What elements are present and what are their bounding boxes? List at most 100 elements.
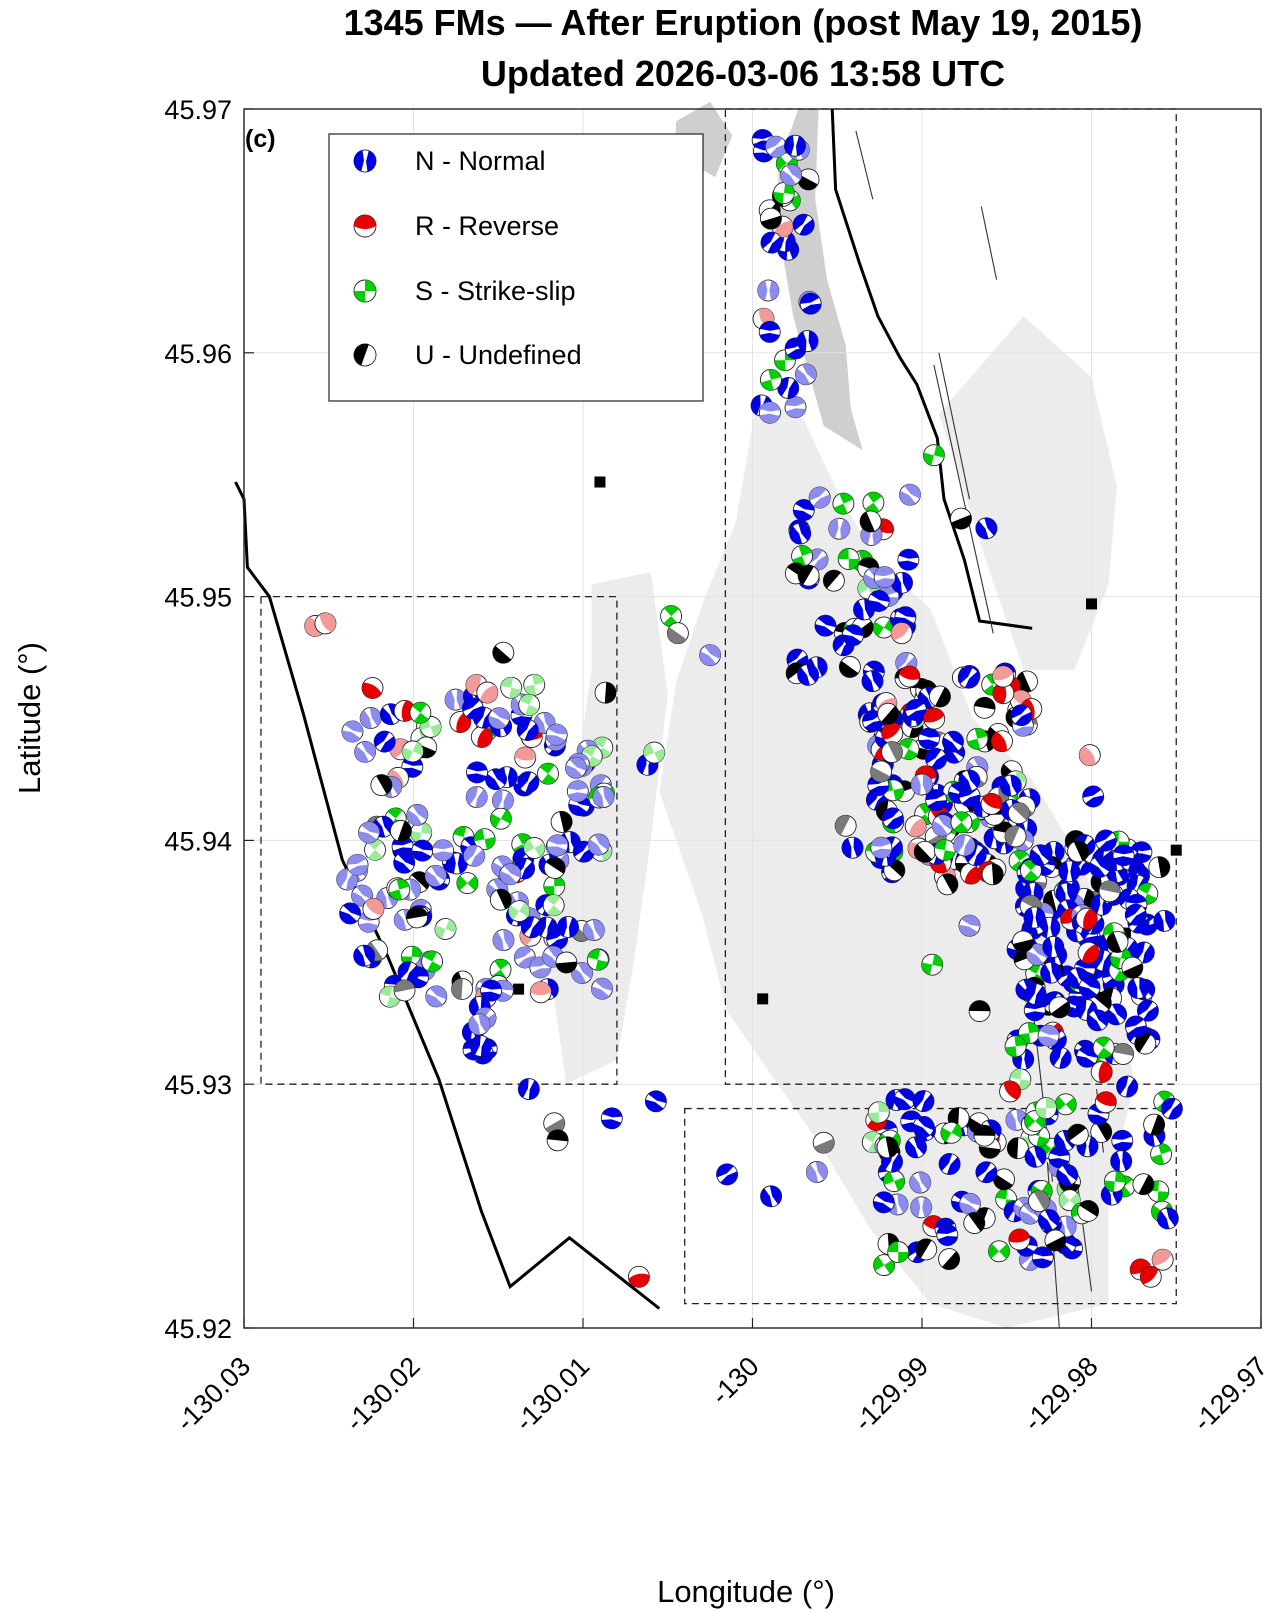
beachball-quadrant [490, 809, 512, 828]
beachball-quadrant [1056, 1164, 1078, 1186]
focal-mechanism-west-cluster [410, 821, 433, 844]
focal-mechanism-rift-lower [1086, 1009, 1109, 1032]
beachball-quadrant [521, 916, 543, 938]
focal-mechanism-rift-middle [913, 840, 936, 863]
focal-mechanism-rift-middle [958, 785, 981, 808]
beachball-quadrant [1024, 1146, 1047, 1168]
beachball-quadrant [543, 875, 565, 897]
beachball-quadrant [411, 840, 433, 862]
focal-mechanism-rift-lower [1012, 930, 1034, 953]
focal-mechanism [643, 741, 666, 764]
beachball-quadrant [835, 815, 851, 836]
focal-mechanism-rift-lower [1098, 880, 1121, 903]
focal-mechanism-rift-upper [822, 569, 845, 592]
focal-mechanism-west-cluster [565, 756, 587, 779]
focal-mechanism-south-cluster [938, 1153, 961, 1175]
focal-mechanism [958, 914, 981, 937]
beachball-quadrant [939, 1153, 961, 1175]
lava-flow-west [549, 572, 668, 1085]
beachball-quadrant [873, 1256, 895, 1274]
beachball-quadrant [923, 708, 945, 723]
beachball-quadrant [964, 865, 982, 885]
beachball-quadrant [911, 774, 933, 795]
beachball-quadrant [1137, 1000, 1159, 1022]
beachball-quadrant [546, 724, 568, 746]
beachball-quadrant [573, 841, 595, 863]
beachball-quadrant [798, 174, 818, 190]
beachball-quadrant [967, 728, 988, 750]
x-tick-label: -130 [705, 1351, 764, 1410]
focal-mechanism-rift-middle [1004, 825, 1027, 848]
focal-mechanism-west-cluster [370, 774, 393, 797]
beachball-quadrant [446, 853, 468, 874]
focal-mechanism [936, 873, 959, 896]
focal-mechanism-west-tail [468, 1013, 491, 1036]
beachball-quadrant [1137, 883, 1157, 905]
focal-mechanism-west-tail [469, 1035, 492, 1058]
focal-mechanism-rift-lower [1112, 844, 1135, 867]
focal-mechanism-rift-upper [899, 483, 921, 506]
beachball-quadrant [838, 548, 860, 570]
focal-mechanism-south-cluster [876, 1136, 899, 1159]
focal-mechanism-rift-lower [1018, 1022, 1041, 1045]
beachball-quadrant [823, 570, 841, 589]
beachball-quadrant [565, 757, 587, 779]
beachball-quadrant [545, 894, 562, 916]
beachball-quadrant [518, 1078, 540, 1100]
focal-mechanism-rift-upper [797, 663, 820, 686]
focal-mechanism-west-cluster [485, 768, 507, 791]
focal-mechanism-south-cluster [1024, 1145, 1047, 1168]
focal-mechanism-west-cluster [516, 719, 539, 741]
focal-mechanism-rift-upper [859, 510, 882, 533]
focal-mechanism [517, 1078, 540, 1101]
focal-mechanism-north-strip [772, 182, 795, 205]
focal-mechanism-southeast-cluster [1132, 1173, 1155, 1196]
beachball-quadrant [793, 214, 815, 236]
beachball-quadrant [777, 377, 799, 399]
focal-mechanism-rift-upper [808, 486, 831, 509]
beachball-quadrant [842, 624, 864, 646]
focal-mechanism-west-cluster [523, 673, 546, 696]
focal-mechanism-west-cluster [361, 677, 384, 699]
focal-mechanism-rift-middle [1007, 802, 1030, 825]
beachball-quadrant [354, 215, 376, 230]
beachball-quadrant [523, 838, 545, 858]
beachball-quadrant [514, 747, 536, 761]
focal-mechanism-west-cluster [425, 985, 448, 1008]
beachball-quadrant [975, 517, 997, 539]
beachball-quadrant [887, 741, 903, 762]
beachball-quadrant [492, 645, 512, 664]
beachball-quadrant [1067, 967, 1089, 989]
focal-mechanism-south-cluster [1031, 1246, 1054, 1269]
focal-mechanism-rift-middle [923, 707, 946, 730]
focal-mechanism-west-cluster [566, 780, 589, 803]
focal-mechanism-rift-middle [942, 730, 964, 753]
beachball-quadrant [663, 605, 679, 627]
beachball-quadrant [466, 786, 488, 808]
focal-mechanism-south-cluster [883, 1170, 906, 1193]
focal-mechanism-rift-upper [797, 564, 820, 587]
focal-mechanism-rift-upper [841, 624, 864, 647]
beachball-quadrant [499, 863, 521, 885]
focal-mechanism-south-cluster [1044, 1229, 1067, 1252]
focal-mechanism-rift-lower [1124, 1015, 1147, 1038]
beachball-quadrant [425, 985, 447, 1007]
focal-mechanism-west-cluster [594, 681, 617, 704]
y-axis-label: Latitude (°) [12, 642, 47, 794]
beachball-quadrant [912, 1116, 935, 1138]
beachball-quadrant [354, 280, 376, 302]
beachball-quadrant [491, 855, 513, 878]
beachball-quadrant [523, 674, 545, 696]
beachball-quadrant [422, 950, 442, 972]
beachball-quadrant [1018, 1022, 1040, 1044]
beachball-quadrant [925, 789, 947, 811]
beachball-quadrant [699, 644, 721, 666]
beachball-quadrant [500, 677, 522, 699]
beachball-quadrant [1122, 963, 1143, 979]
beachball-quadrant [435, 919, 456, 939]
focal-mechanism-south-cluster [872, 1191, 895, 1214]
beachball-quadrant [1011, 802, 1030, 821]
station-marker [594, 476, 606, 488]
beachball-quadrant [968, 1212, 985, 1232]
beachball-quadrant [912, 1090, 935, 1112]
